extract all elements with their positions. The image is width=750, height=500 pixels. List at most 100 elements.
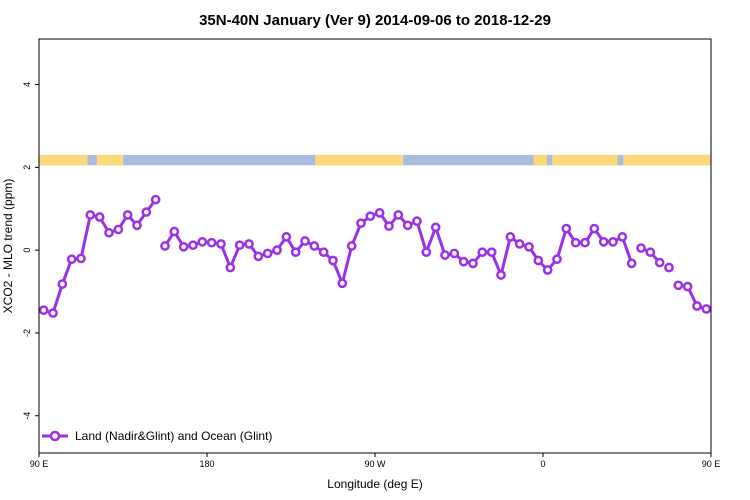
data-point <box>721 280 728 287</box>
data-point <box>132 220 142 231</box>
y-tick-label: -4 <box>22 412 32 420</box>
data-point <box>290 247 301 258</box>
data-point <box>160 241 170 251</box>
data-point <box>85 210 96 220</box>
data-point <box>682 281 693 292</box>
chart-title: 35N-40N January (Ver 9) 2014-09-06 to 20… <box>199 12 551 29</box>
land-segment <box>533 154 547 166</box>
data-point <box>552 254 562 265</box>
data-point <box>328 255 338 266</box>
data-point <box>636 243 646 253</box>
land-segment <box>315 154 403 166</box>
x-axis-label: Longitude (deg E) <box>327 477 422 491</box>
data-point <box>412 216 422 227</box>
data-point <box>645 247 656 258</box>
data-point <box>197 237 208 247</box>
x-tick-label: 90 W <box>364 459 386 469</box>
series-line <box>678 283 711 313</box>
land-ocean-band <box>39 154 711 166</box>
data-point <box>468 258 478 269</box>
y-tick-label: -2 <box>22 329 32 337</box>
data-point <box>122 210 133 220</box>
data-point <box>617 232 628 242</box>
data-point <box>178 241 189 252</box>
y-tick-label: 2 <box>22 165 32 170</box>
data-point <box>281 232 292 242</box>
legend: Land (Nadir&Glint) and Ocean (Glint) <box>42 429 272 443</box>
data-point <box>673 280 684 291</box>
land-segment <box>39 154 88 166</box>
y-axis-label: XCO2 - MLO trend (ppm) <box>1 179 15 314</box>
data-point <box>626 258 637 269</box>
legend-entry: Land (Nadir&Glint) and Ocean (Glint) <box>75 429 272 443</box>
data-point <box>664 262 674 273</box>
data-point <box>598 237 609 247</box>
data-point <box>206 237 217 248</box>
data-point <box>66 254 77 265</box>
land-segment <box>96 154 123 166</box>
data-point <box>458 256 469 267</box>
data-point <box>740 255 747 262</box>
data-point <box>300 236 310 246</box>
data-point <box>505 232 516 242</box>
data-point <box>169 226 180 237</box>
series-layer <box>39 194 747 318</box>
data-point <box>486 247 497 258</box>
data-point <box>253 251 264 262</box>
land-segment <box>552 154 618 166</box>
data-point <box>309 241 320 251</box>
data-point <box>356 218 366 229</box>
data-point <box>710 311 711 315</box>
data-point <box>244 239 254 249</box>
data-point <box>570 237 581 248</box>
data-point <box>346 241 357 251</box>
y-axis: -4 -2 0 2 4 <box>22 82 39 420</box>
data-point <box>561 223 572 234</box>
data-point <box>272 245 282 255</box>
data-point <box>589 223 600 234</box>
data-point <box>318 247 329 258</box>
data-point <box>225 262 236 273</box>
data-point <box>421 247 432 258</box>
data-point <box>449 248 460 259</box>
data-point <box>524 241 534 252</box>
data-point <box>104 227 114 238</box>
data-point <box>393 210 404 220</box>
data-point <box>701 304 711 314</box>
x-tick-label: 90 E <box>702 459 721 469</box>
data-point <box>48 308 58 318</box>
data-point <box>384 221 394 231</box>
x-axis: 90 E 180 90 W 0 90 E <box>30 453 721 469</box>
data-point <box>533 255 544 266</box>
x-tick-label: 90 E <box>30 459 49 469</box>
x-tick-label: 180 <box>199 459 214 469</box>
data-point <box>337 278 348 289</box>
data-point <box>150 194 161 205</box>
data-point <box>94 212 105 222</box>
legend-marker <box>49 430 61 442</box>
data-point <box>692 301 702 311</box>
data-point <box>654 257 665 268</box>
data-point <box>542 265 553 275</box>
data-point <box>580 237 590 248</box>
data-point <box>113 224 124 235</box>
data-point <box>141 207 152 217</box>
data-point <box>477 247 488 258</box>
data-point <box>514 239 525 249</box>
plot-frame <box>38 38 712 454</box>
data-point <box>39 305 49 316</box>
data-point <box>57 279 68 289</box>
data-point <box>402 220 413 231</box>
data-point <box>608 237 618 247</box>
land-segment <box>623 154 711 166</box>
data-point <box>76 253 86 264</box>
data-point <box>430 222 441 233</box>
data-point <box>188 240 198 251</box>
data-point <box>234 240 245 251</box>
data-point <box>374 208 385 218</box>
data-point <box>731 256 738 263</box>
series-line <box>163 211 634 285</box>
data-point <box>440 250 450 260</box>
data-point <box>216 239 226 249</box>
